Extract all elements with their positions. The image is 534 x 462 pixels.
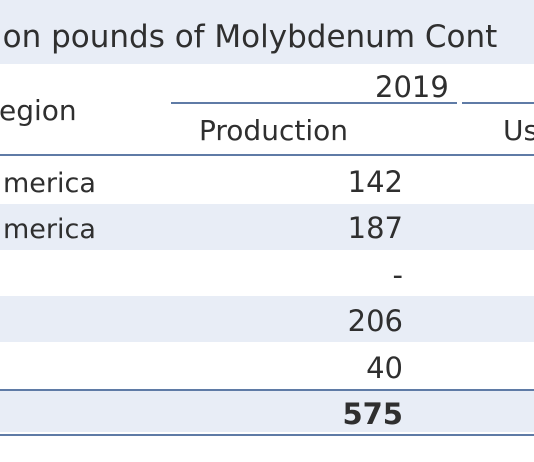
row-1-production: 142 <box>347 165 403 199</box>
use-column-header: Us <box>503 114 534 147</box>
bottom-rule <box>0 434 534 436</box>
row-1-region: merica <box>3 168 96 199</box>
title-band <box>0 0 534 64</box>
row-3-production: - <box>392 258 403 292</box>
production-column-header: Production <box>199 114 348 147</box>
total-row-band <box>0 389 534 432</box>
year-header: 2019 <box>375 70 449 104</box>
header-rule <box>0 154 534 156</box>
total-top-rule <box>0 389 534 391</box>
row-6-production-total: 575 <box>342 397 403 431</box>
row-5-production: 40 <box>366 351 403 385</box>
row-4-production: 206 <box>347 304 403 338</box>
year-underline-right <box>462 102 534 104</box>
table-title: ion pounds of Molybdenum Cont <box>0 19 498 55</box>
row-2-region: merica <box>3 214 96 245</box>
region-column-header: egion <box>0 94 77 127</box>
row-band-2 <box>0 204 534 250</box>
row-2-production: 187 <box>347 211 403 245</box>
row-band-4 <box>0 296 534 342</box>
year-underline-left <box>171 102 457 104</box>
